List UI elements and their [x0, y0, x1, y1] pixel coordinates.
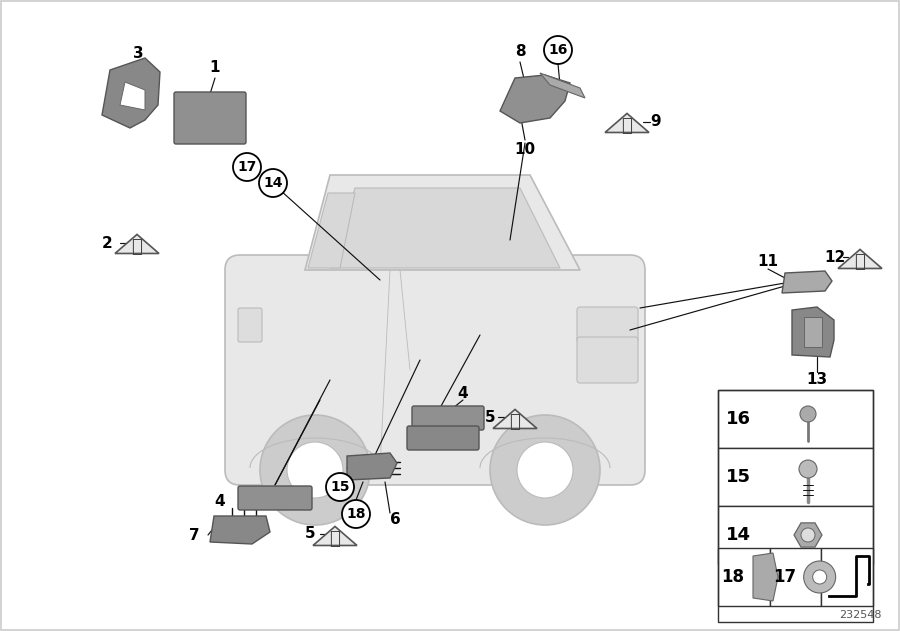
Polygon shape — [804, 317, 822, 347]
Circle shape — [326, 473, 354, 501]
FancyBboxPatch shape — [577, 337, 638, 383]
Circle shape — [233, 153, 261, 181]
Text: 1: 1 — [210, 61, 220, 76]
Bar — [718, 506, 873, 564]
Circle shape — [799, 460, 817, 478]
Text: 5: 5 — [305, 526, 315, 541]
Circle shape — [804, 561, 836, 593]
Polygon shape — [102, 58, 160, 128]
Circle shape — [490, 415, 600, 525]
Bar — [718, 390, 873, 448]
Text: 18: 18 — [346, 507, 365, 521]
Text: 16: 16 — [548, 43, 568, 57]
Text: 14: 14 — [725, 526, 751, 544]
Polygon shape — [308, 193, 355, 268]
Circle shape — [544, 36, 572, 64]
Circle shape — [800, 406, 816, 422]
Text: 5: 5 — [485, 410, 495, 425]
Polygon shape — [540, 73, 585, 98]
Text: 18: 18 — [722, 568, 744, 586]
FancyBboxPatch shape — [238, 308, 262, 342]
Text: ⏚: ⏚ — [854, 253, 866, 271]
Text: ⏚: ⏚ — [622, 117, 633, 135]
Polygon shape — [313, 526, 357, 545]
Text: 11: 11 — [758, 254, 778, 269]
Text: ⏚: ⏚ — [131, 238, 142, 256]
Bar — [822, 548, 873, 606]
Circle shape — [287, 442, 343, 498]
FancyBboxPatch shape — [238, 486, 312, 510]
Bar — [718, 448, 873, 506]
Polygon shape — [500, 75, 570, 123]
Text: ⏚: ⏚ — [509, 413, 520, 431]
Circle shape — [259, 169, 287, 197]
Text: 17: 17 — [773, 568, 796, 586]
FancyBboxPatch shape — [412, 406, 484, 430]
Polygon shape — [210, 516, 270, 544]
Bar — [718, 548, 770, 606]
Text: 3: 3 — [132, 45, 143, 61]
FancyBboxPatch shape — [407, 426, 479, 450]
Polygon shape — [330, 188, 560, 268]
Polygon shape — [753, 553, 778, 601]
FancyBboxPatch shape — [174, 92, 246, 144]
Polygon shape — [115, 235, 159, 254]
Text: 16: 16 — [725, 410, 751, 428]
Text: 17: 17 — [238, 160, 256, 174]
Text: 13: 13 — [806, 372, 828, 387]
Polygon shape — [605, 114, 649, 133]
Text: 8: 8 — [515, 45, 526, 59]
Polygon shape — [305, 175, 580, 270]
Polygon shape — [794, 523, 822, 547]
Text: 10: 10 — [515, 143, 536, 158]
Text: 4: 4 — [215, 495, 225, 509]
Text: 15: 15 — [725, 468, 751, 486]
Text: 14: 14 — [263, 176, 283, 190]
Text: 2: 2 — [102, 235, 112, 251]
Polygon shape — [120, 82, 145, 110]
Text: 9: 9 — [651, 114, 661, 129]
Circle shape — [813, 570, 827, 584]
Text: 7: 7 — [189, 528, 199, 543]
Polygon shape — [792, 307, 834, 357]
Polygon shape — [782, 271, 832, 293]
Polygon shape — [347, 453, 397, 480]
Text: 232548: 232548 — [840, 610, 882, 620]
Text: ⏚: ⏚ — [329, 530, 340, 548]
Circle shape — [260, 415, 370, 525]
Bar — [770, 548, 822, 606]
Circle shape — [517, 442, 573, 498]
Circle shape — [801, 528, 815, 542]
Text: 12: 12 — [824, 249, 846, 264]
FancyBboxPatch shape — [577, 307, 638, 343]
Text: 6: 6 — [390, 512, 400, 528]
Polygon shape — [493, 410, 537, 428]
Polygon shape — [838, 249, 882, 268]
Bar — [718, 390, 873, 622]
Text: 15: 15 — [330, 480, 350, 494]
Text: 4: 4 — [458, 386, 468, 401]
FancyBboxPatch shape — [225, 255, 645, 485]
Circle shape — [342, 500, 370, 528]
